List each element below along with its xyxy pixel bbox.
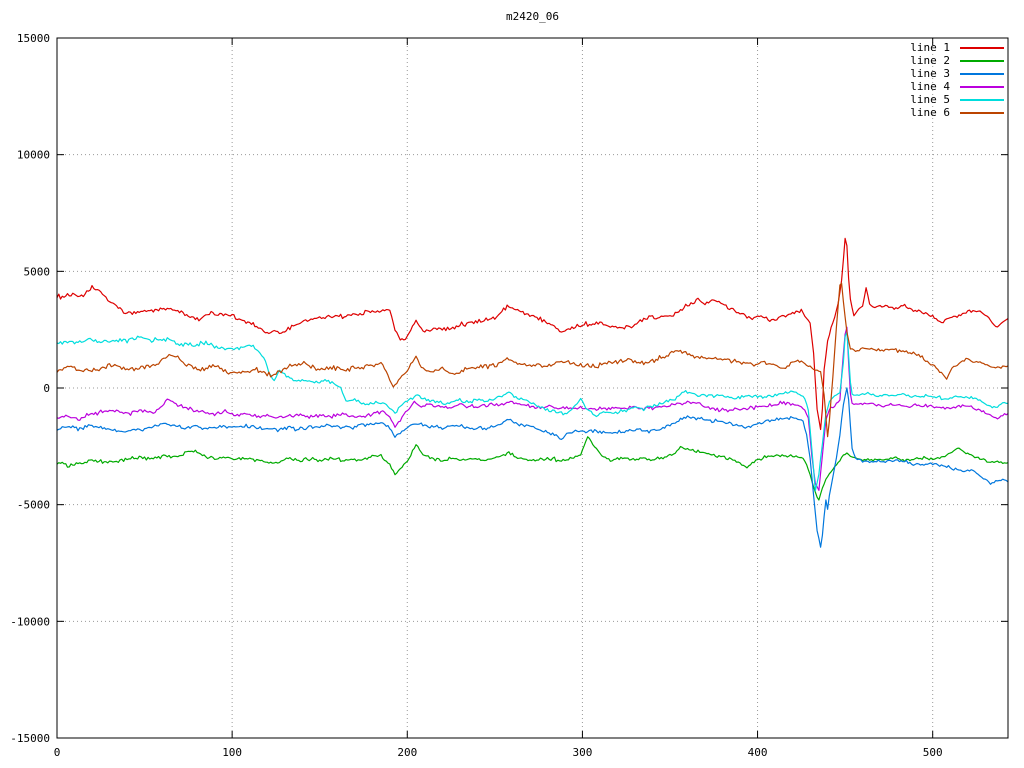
svg-text:300: 300 bbox=[572, 746, 592, 759]
legend-label: line 6 bbox=[910, 106, 950, 119]
data-series bbox=[56, 237, 1009, 548]
svg-text:15000: 15000 bbox=[17, 32, 50, 45]
legend-item: line 2 bbox=[910, 54, 1004, 67]
svg-text:500: 500 bbox=[923, 746, 943, 759]
legend-item: line 5 bbox=[910, 93, 1004, 106]
legend-label: line 5 bbox=[910, 93, 950, 106]
legend-item: line 6 bbox=[910, 106, 1004, 119]
legend-item: line 4 bbox=[910, 80, 1004, 93]
svg-text:400: 400 bbox=[748, 746, 768, 759]
legend-line-swatch bbox=[960, 59, 1004, 62]
legend-label: line 1 bbox=[910, 41, 950, 54]
legend-line-swatch bbox=[960, 72, 1004, 75]
svg-text:-10000: -10000 bbox=[10, 615, 50, 628]
svg-text:0: 0 bbox=[43, 382, 50, 395]
svg-text:10000: 10000 bbox=[17, 149, 50, 162]
svg-text:-5000: -5000 bbox=[17, 499, 50, 512]
legend-line-swatch bbox=[960, 98, 1004, 101]
svg-text:100: 100 bbox=[222, 746, 242, 759]
grid-lines bbox=[57, 38, 1008, 738]
legend-line-swatch bbox=[960, 111, 1004, 114]
legend-item: line 1 bbox=[910, 41, 1004, 54]
legend-line-swatch bbox=[960, 46, 1004, 49]
axis-tick-labels: 0 100 200 300 400 500 -15000 -10000 -5000 0 5000 10… bbox=[10, 32, 942, 759]
plot-border bbox=[56, 37, 1009, 739]
chart-title: m2420_06 bbox=[506, 10, 559, 23]
legend-line-swatch bbox=[960, 85, 1004, 88]
svg-text:0: 0 bbox=[54, 746, 61, 759]
legend-item: line 3 bbox=[910, 67, 1004, 80]
legend-label: line 2 bbox=[910, 54, 950, 67]
svg-text:200: 200 bbox=[397, 746, 417, 759]
svg-text:-15000: -15000 bbox=[10, 732, 50, 745]
legend-label: line 3 bbox=[910, 67, 950, 80]
svg-text:5000: 5000 bbox=[24, 265, 51, 278]
legend-label: line 4 bbox=[910, 80, 950, 93]
legend: line 1 line 2 line 3 line 4 line 5 line … bbox=[910, 41, 1004, 119]
